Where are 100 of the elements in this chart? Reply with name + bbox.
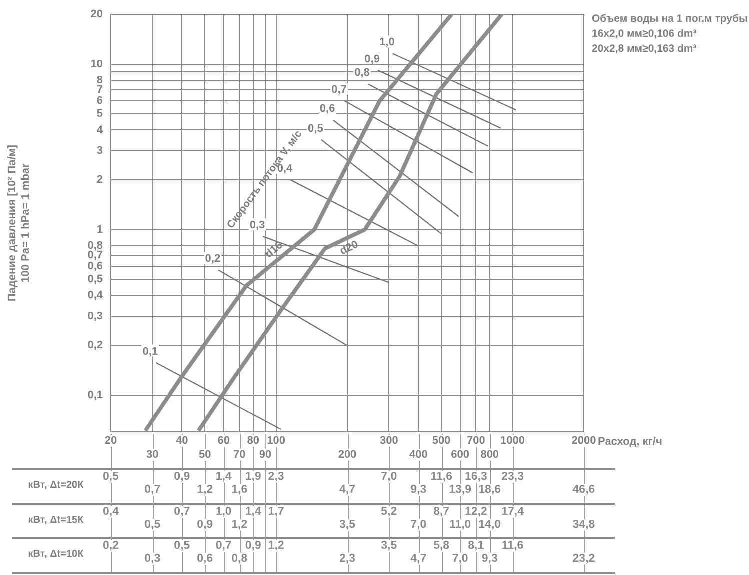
data-label: 1,4 (244, 506, 262, 518)
data-label: 3,5 (338, 518, 356, 530)
data-label: 0,5 (144, 518, 162, 530)
data-label: 0,7 (214, 540, 233, 552)
data-label: 11,6 (430, 471, 454, 483)
data-label: 9,3 (410, 484, 428, 496)
y-tick-label: 1 (96, 224, 103, 236)
x-tick-label: 30 (146, 449, 160, 461)
data-label: 23,2 (572, 553, 596, 565)
text: d20 (338, 238, 360, 258)
data-label: 1,9 (244, 471, 262, 483)
data-label: 7,0 (451, 553, 470, 565)
x-tick-label: 2000 (570, 435, 598, 447)
data-label: 1,2 (230, 518, 249, 530)
data-label: 8,7 (432, 506, 451, 518)
data-label: 46,6 (572, 484, 596, 496)
data-label: 4,7 (410, 553, 428, 565)
data-label: 12,2 (464, 506, 488, 518)
data-label: 2,3 (267, 471, 286, 483)
y-tick-label: 0,7 (88, 250, 103, 262)
y-tick-label: 6 (96, 95, 103, 108)
data-label: 1,6 (230, 484, 249, 496)
series-label: 1,0 (380, 36, 395, 49)
x-tick-label: 400 (408, 449, 429, 461)
x-tick-label: 80 (246, 435, 260, 447)
y-tick-label: 8 (96, 74, 103, 86)
x-tick-label: 50 (198, 449, 212, 461)
data-label: 2,3 (338, 553, 356, 565)
x-tick-label: 1000 (500, 435, 526, 447)
data-label: 7,0 (380, 471, 398, 483)
data-label: 34,8 (572, 518, 596, 530)
data-label: 18,6 (478, 484, 502, 496)
data-label: 0,7 (173, 506, 192, 518)
data-label: 1,0 (214, 506, 233, 518)
data-label: 5,8 (432, 540, 451, 552)
y-tick-label: 4 (96, 124, 104, 136)
x-tick-label: 100 (266, 435, 286, 447)
x-tick-label: 500 (431, 435, 452, 447)
data-label: 5,2 (380, 506, 398, 518)
data-label: 0,6 (196, 553, 214, 565)
x-axis-title: Расход, кг/ч (598, 436, 662, 448)
data-label: 0,5 (173, 540, 192, 552)
y-tick-label: кВт, Δt=10К (27, 549, 85, 560)
x-tick-label: 700 (466, 435, 486, 447)
series-label: 0,1 (142, 346, 158, 358)
y-tick-label: 0,1 (88, 389, 103, 402)
text: d16 (263, 239, 286, 261)
data-label: 11,6 (500, 540, 525, 552)
data-label: 4,7 (338, 484, 356, 496)
data-label: 8,1 (467, 540, 486, 552)
data-label: 1,2 (196, 484, 214, 496)
y-tick-label: 0,5 (88, 274, 103, 286)
series-label: 0,9 (364, 53, 380, 66)
data-label: 11,0 (448, 518, 472, 530)
data-label: 7,0 (410, 518, 428, 530)
series-label: 0,5 (308, 122, 324, 135)
data-label: 0,9 (196, 518, 214, 530)
x-tick-label: 800 (480, 449, 500, 461)
data-label: 0,3 (144, 553, 162, 565)
y-tick-label: 5 (96, 108, 103, 120)
data-label: 0,8 (230, 553, 249, 565)
data-label: 23,3 (500, 471, 525, 483)
text: 16х2,0 мм≥0,106 dm³ (592, 27, 698, 42)
series-label: 0,7 (332, 84, 347, 96)
data-label: 13,9 (448, 484, 473, 496)
y-tick-label: кВт, Δt=20К (27, 480, 85, 491)
data-label: 1,2 (267, 540, 286, 552)
data-label: 17,4 (500, 506, 525, 518)
data-label: 0,9 (173, 471, 192, 483)
data-label: 1,7 (267, 506, 286, 518)
x-tick-label: 40 (175, 435, 190, 447)
x-tick-label: 600 (450, 449, 471, 461)
y-tick-label: 3 (96, 144, 103, 157)
y-tick-label: 20 (90, 8, 103, 21)
y-tick-label: кВт, Δt=15К (27, 514, 85, 526)
y-tick-label: 0,2 (88, 340, 103, 352)
y-tick-label: 10 (90, 58, 103, 70)
y-tick-label: 0,4 (88, 290, 104, 302)
text: 20х2,8 мм≥0,163 dm³ (592, 42, 698, 57)
data-label: 0,9 (244, 540, 262, 552)
data-label: 16,3 (464, 471, 488, 483)
series-label: 0,2 (205, 253, 221, 266)
data-label: 3,5 (380, 540, 398, 552)
y-tick-label: 0,3 (88, 310, 103, 322)
data-label: 9,3 (480, 553, 499, 565)
y-tick-label: 2 (96, 174, 103, 186)
x-tick-label: 70 (232, 449, 247, 461)
text: Объем воды на 1 пог.м трубы (592, 12, 748, 27)
data-label: 14,0 (478, 518, 502, 530)
x-tick-label: 60 (216, 435, 231, 447)
y-axis-title: Падение давления [10² Па/м] 100 Pa= 1 hPa= 1 mbar (6, 144, 32, 302)
y-tick-label: 0,6 (88, 260, 103, 273)
x-tick-label: 300 (378, 435, 400, 447)
series-label: 0,8 (354, 67, 370, 80)
series-label: 0,6 (320, 103, 336, 116)
y-tick-label: 0,8 (88, 240, 103, 252)
x-tick-label: 90 (258, 449, 273, 461)
y-tick-label: 7 (96, 84, 103, 96)
x-tick-label: 200 (337, 449, 358, 461)
data-label: 0,7 (144, 484, 162, 496)
